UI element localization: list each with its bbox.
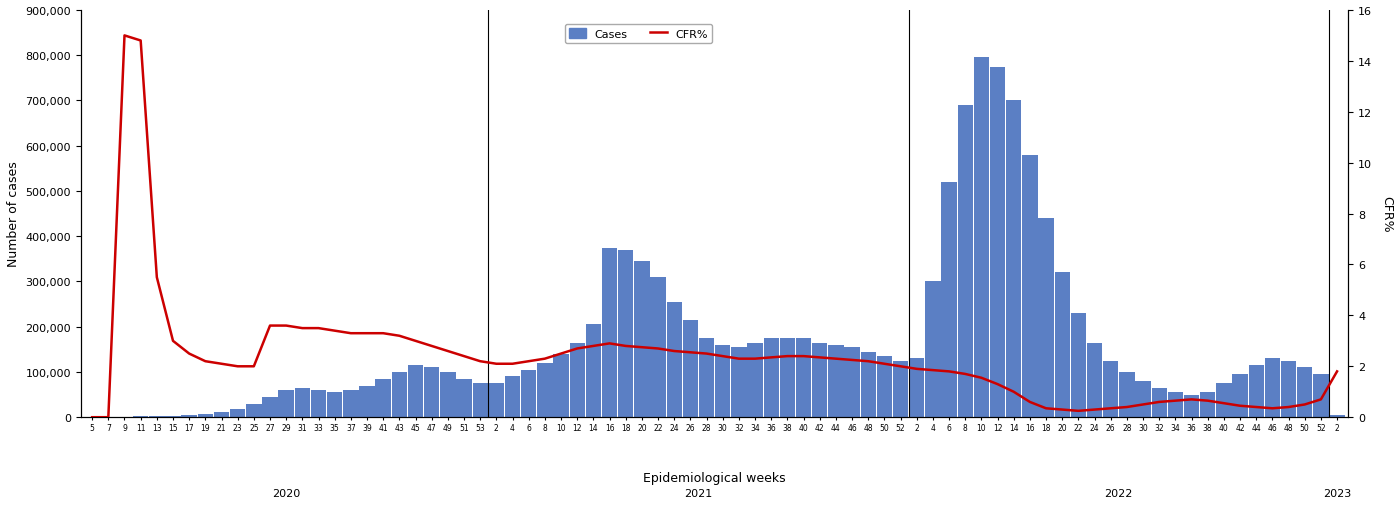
Bar [780,338,795,417]
Bar [294,388,309,417]
Bar [538,363,553,417]
Bar [1296,367,1312,417]
Bar [602,248,617,417]
Bar [861,352,876,417]
Bar [651,277,666,417]
Bar [182,415,197,417]
Bar [1200,392,1215,417]
Bar [666,302,682,417]
Bar [133,416,148,417]
Bar [893,361,909,417]
Bar [311,390,326,417]
Bar [909,359,924,417]
Bar [634,262,650,417]
Bar [763,338,778,417]
Bar [407,365,423,417]
Bar [1119,372,1134,417]
Bar [1007,101,1022,417]
Bar [699,338,714,417]
Bar [456,379,472,417]
Y-axis label: Number of cases: Number of cases [7,161,20,267]
Bar [715,345,731,417]
Bar [1168,392,1183,417]
Bar [328,392,343,417]
Bar [958,106,973,417]
Bar [1264,359,1280,417]
Bar [1022,155,1037,417]
Bar [343,390,358,417]
Bar [1313,375,1329,417]
Bar [1071,314,1086,417]
Bar [570,343,585,417]
Bar [375,379,391,417]
Bar [1039,219,1054,417]
Bar [1054,273,1070,417]
Bar [165,416,181,417]
Bar [617,250,633,417]
Bar [876,356,892,417]
Y-axis label: CFR%: CFR% [1380,196,1393,233]
Bar [360,386,375,417]
X-axis label: Epidemiological weeks: Epidemiological weeks [643,471,785,484]
Text: 2020: 2020 [272,489,300,498]
Text: 2021: 2021 [685,489,713,498]
Bar [1103,361,1119,417]
Bar [1135,381,1151,417]
Bar [1232,375,1247,417]
Legend: Cases, CFR%: Cases, CFR% [564,24,713,44]
Bar [1330,415,1345,417]
Bar [731,347,746,417]
Bar [1184,395,1200,417]
Bar [214,412,230,417]
Bar [505,377,521,417]
Bar [1281,361,1296,417]
Text: 2022: 2022 [1105,489,1133,498]
Bar [795,338,811,417]
Bar [521,370,536,417]
Bar [812,343,827,417]
Bar [262,397,277,417]
Bar [230,409,245,417]
Bar [150,416,165,417]
Bar [440,372,455,417]
Bar [279,390,294,417]
Bar [683,320,699,417]
Bar [392,372,407,417]
Bar [925,282,941,417]
Bar [424,367,440,417]
Bar [941,183,956,417]
Bar [1249,365,1264,417]
Bar [844,347,860,417]
Bar [973,59,988,417]
Text: 2023: 2023 [1323,489,1351,498]
Bar [585,325,601,417]
Bar [197,414,213,417]
Bar [1152,388,1166,417]
Bar [1217,383,1232,417]
Bar [246,404,262,417]
Bar [829,345,844,417]
Bar [489,383,504,417]
Bar [990,67,1005,417]
Bar [748,343,763,417]
Bar [473,383,487,417]
Bar [553,354,568,417]
Bar [1086,343,1102,417]
